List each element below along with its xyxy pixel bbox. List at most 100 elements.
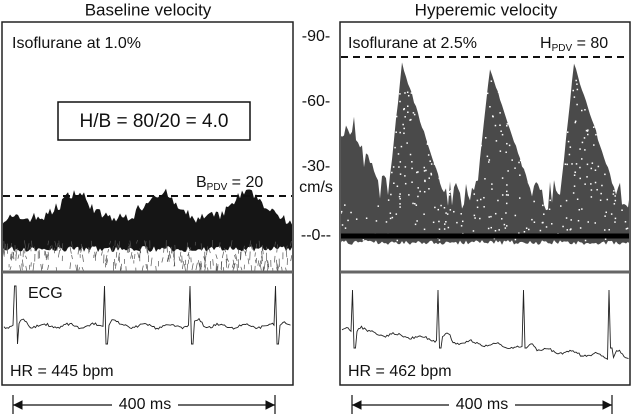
speckle (259, 260, 262, 267)
speckle (423, 166, 426, 169)
speckle (404, 175, 406, 177)
pdv-label: HPDV = 80 (540, 35, 608, 53)
anesthesia-label: Isoflurane at 1.0% (12, 35, 141, 52)
speckle (492, 115, 494, 118)
speckle (403, 132, 405, 135)
speckle (173, 258, 176, 267)
speckle (49, 245, 51, 251)
speckle (179, 251, 182, 257)
speckle (232, 266, 235, 271)
speckle (423, 170, 426, 172)
speckle (599, 199, 602, 202)
speckle (460, 225, 463, 227)
speckle (613, 190, 615, 192)
speckle (503, 223, 506, 226)
speckle (591, 162, 594, 164)
speckle (77, 247, 80, 255)
speckle (549, 199, 551, 202)
pdv-subscript: PDV (552, 43, 573, 54)
speckle (613, 173, 615, 175)
speckle (593, 144, 595, 146)
speckle (144, 241, 147, 248)
speckle (347, 219, 349, 222)
speckle (505, 151, 507, 154)
speckle (575, 163, 578, 165)
speckle (497, 199, 499, 202)
speckle (594, 99, 597, 101)
speckle (604, 215, 606, 217)
speckle (506, 190, 508, 193)
speckle (500, 218, 503, 220)
speckle (261, 250, 263, 259)
axis-tick-label: -30- (302, 158, 330, 175)
speckle (389, 217, 392, 220)
speckle (563, 138, 565, 140)
speckle (23, 240, 27, 249)
speckle (601, 184, 603, 187)
speckle (479, 133, 482, 136)
speckle (411, 161, 413, 163)
speckle (533, 200, 535, 203)
speckle (94, 251, 96, 261)
speckle (608, 228, 610, 231)
speckle (263, 261, 266, 270)
speckle (186, 242, 188, 250)
speckle (362, 239, 365, 241)
speckle (430, 173, 433, 176)
speckle (603, 229, 606, 231)
speckle (341, 210, 343, 213)
speckle (54, 241, 57, 248)
speckle (438, 220, 440, 223)
speckle (424, 180, 426, 183)
speckle (548, 208, 551, 211)
speckle (531, 218, 533, 221)
speckle (4, 243, 7, 251)
speckle (511, 159, 513, 161)
speckle (584, 109, 586, 111)
speckle (396, 185, 399, 188)
speckle (616, 170, 618, 172)
speckle (344, 227, 347, 229)
speckle (476, 206, 479, 209)
speckle (423, 228, 426, 231)
speckle (588, 103, 590, 106)
speckle (523, 231, 526, 233)
speckle (32, 262, 35, 271)
speckle (119, 266, 122, 271)
speckle (497, 91, 500, 93)
speckle (392, 166, 395, 168)
speckle (206, 246, 209, 256)
speckle (289, 240, 292, 246)
speckle (594, 222, 597, 224)
speckle (227, 263, 230, 269)
speckle (545, 226, 548, 228)
speckle (448, 194, 451, 196)
speckle (438, 239, 441, 241)
scale-label-bg (449, 396, 515, 414)
pdv-label: BPDV = 20 (196, 174, 263, 192)
speckle (395, 131, 397, 133)
speckle (434, 159, 437, 161)
speckle (199, 262, 201, 270)
speckle (410, 118, 412, 121)
speckle (483, 206, 485, 208)
speckle (578, 208, 581, 211)
speckle (566, 229, 569, 231)
speckle (394, 146, 396, 149)
speckle (399, 161, 402, 163)
speckle (141, 265, 144, 271)
speckle (267, 263, 269, 269)
speckle (499, 150, 502, 152)
ecg-trace (341, 289, 629, 360)
speckle (581, 109, 583, 112)
speckle (276, 244, 278, 253)
speckle (505, 212, 507, 214)
speckle (417, 195, 419, 198)
speckle (479, 217, 481, 220)
speckle (575, 79, 577, 82)
speckle (609, 155, 612, 158)
speckle (203, 256, 206, 261)
speckle (80, 243, 83, 249)
speckle (437, 158, 440, 161)
speckle (567, 140, 570, 143)
